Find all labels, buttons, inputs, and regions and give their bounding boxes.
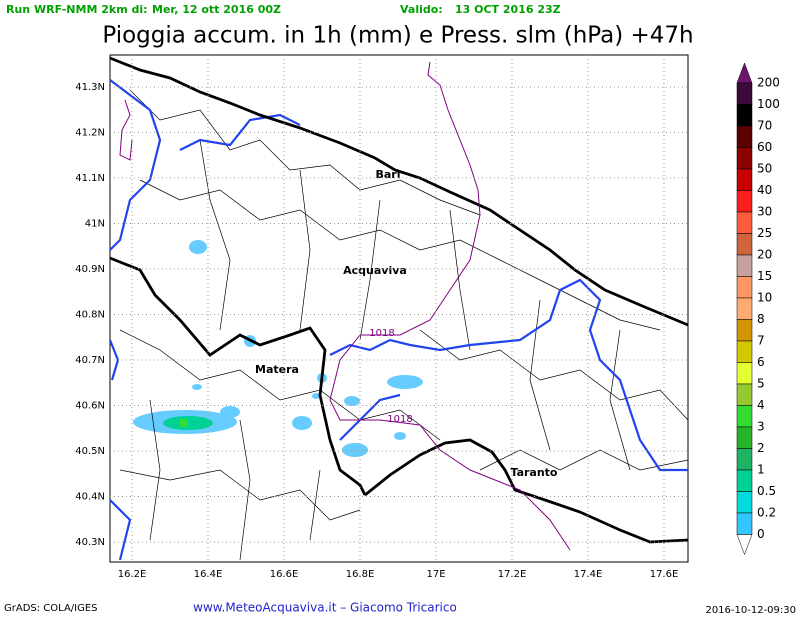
lat-tick-label: 41.1N — [75, 173, 105, 184]
rain-areas — [133, 240, 423, 457]
colorbar-label: 15 — [757, 269, 772, 283]
colorbar-cap — [736, 62, 753, 84]
city-label: Taranto — [510, 466, 557, 479]
colorbar-box — [736, 319, 753, 342]
colorbar-label: 1 — [757, 463, 765, 477]
footer-credits: www.MeteoAcquaviva.it – Giacomo Tricaric… — [193, 601, 457, 615]
rain-area-peak — [180, 419, 188, 427]
colorbar-label: 10 — [757, 291, 772, 305]
colorbar-box — [736, 254, 753, 277]
map-title: Pioggia accum. in 1h (mm) e Press. slm (… — [102, 23, 693, 49]
isobar-label: 1018 — [387, 414, 412, 425]
colorbar-label: 5 — [757, 377, 765, 391]
colorbar-box — [736, 491, 753, 514]
city-label: Acquaviva — [343, 264, 407, 277]
lon-tick-label: 16.4E — [194, 569, 223, 580]
colorbar-box — [736, 340, 753, 363]
lat-tick-label: 40.8N — [75, 310, 105, 321]
colorbar-box — [736, 168, 753, 191]
colorbar-box — [736, 426, 753, 449]
lon-tick-label: 16.8E — [346, 569, 375, 580]
lon-tick-label: 17.4E — [574, 569, 603, 580]
colorbar-box — [736, 82, 753, 105]
colorbar-box — [736, 512, 753, 535]
lon-tick-label: 16.2E — [118, 569, 147, 580]
colorbar-label: 40 — [757, 183, 772, 197]
colorbar-label: 2 — [757, 441, 765, 455]
city-label: Bari — [375, 168, 400, 181]
colorbar-label: 6 — [757, 355, 765, 369]
colorbar-box — [736, 147, 753, 170]
lon-tick-label: 17.2E — [498, 569, 527, 580]
colorbar-label: 8 — [757, 312, 765, 326]
colorbar-label: 3 — [757, 420, 765, 434]
map-frame — [109, 54, 689, 563]
lat-tick-label: 40.9N — [75, 264, 105, 275]
lat-tick-label: 40.7N — [75, 355, 105, 366]
colorbar-box — [736, 233, 753, 256]
isobar-label: 1018 — [369, 328, 394, 339]
lat-tick-label: 41.3N — [75, 82, 105, 93]
colorbar-label: 100 — [757, 97, 780, 111]
colorbar-box — [736, 104, 753, 127]
valid-label: Valido: — [400, 3, 443, 16]
lat-tick-label: 40.3N — [75, 537, 105, 548]
lon-tick-label: 17E — [426, 569, 445, 580]
lon-tick-label: 16.6E — [270, 569, 299, 580]
lat-tick-label: 41N — [85, 219, 105, 230]
colorbar-box — [736, 469, 753, 492]
coastline — [109, 56, 689, 544]
colorbar: 200 100 70 60 50 40 30 25 20 15 10 8 7 6 5 4 3 2 1 0.5 0.2 0 — [736, 62, 780, 556]
footer-timestamp: 2016-10-12-09:30 — [705, 605, 796, 616]
colorbar-label: 0 — [757, 527, 765, 541]
province-borders — [108, 79, 688, 561]
lon-tick-label: 17.6E — [650, 569, 679, 580]
colorbar-label: 4 — [757, 398, 765, 412]
colorbar-label: 70 — [757, 119, 772, 133]
graticule — [110, 55, 688, 562]
city-label: Matera — [255, 363, 299, 376]
colorbar-label: 25 — [757, 226, 772, 240]
colorbar-box — [736, 190, 753, 213]
run-date: Mer, 12 ott 2016 00Z — [152, 3, 281, 16]
isobar-lines — [119, 61, 571, 551]
colorbar-box — [736, 211, 753, 234]
valid-date: 13 OCT 2016 23Z — [455, 3, 561, 16]
map: Bari Acquaviva Matera Taranto 1018 1018 — [108, 54, 689, 563]
colorbar-label: 0.2 — [757, 506, 776, 520]
colorbar-label: 200 — [757, 76, 780, 90]
colorbar-cap — [736, 534, 753, 556]
lat-tick-label: 40.6N — [75, 401, 105, 412]
colorbar-box — [736, 125, 753, 148]
colorbar-label: 7 — [757, 334, 765, 348]
lat-tick-label: 40.4N — [75, 492, 105, 503]
colorbar-label: 30 — [757, 205, 772, 219]
colorbar-box — [736, 276, 753, 299]
colorbar-label: 20 — [757, 248, 772, 262]
colorbar-box — [736, 405, 753, 428]
footer-left: GrADS: COLA/IGES — [4, 603, 98, 614]
colorbar-label: 0.5 — [757, 484, 776, 498]
colorbar-box — [736, 383, 753, 406]
colorbar-box — [736, 448, 753, 471]
colorbar-label: 50 — [757, 162, 772, 176]
colorbar-label: 60 — [757, 140, 772, 154]
colorbar-box — [736, 362, 753, 385]
lat-tick-label: 41.2N — [75, 128, 105, 139]
municipal-borders — [119, 89, 689, 561]
lat-tick-label: 40.5N — [75, 446, 105, 457]
colorbar-box — [736, 297, 753, 320]
run-label: Run WRF-NMM 2km di: — [6, 3, 148, 16]
